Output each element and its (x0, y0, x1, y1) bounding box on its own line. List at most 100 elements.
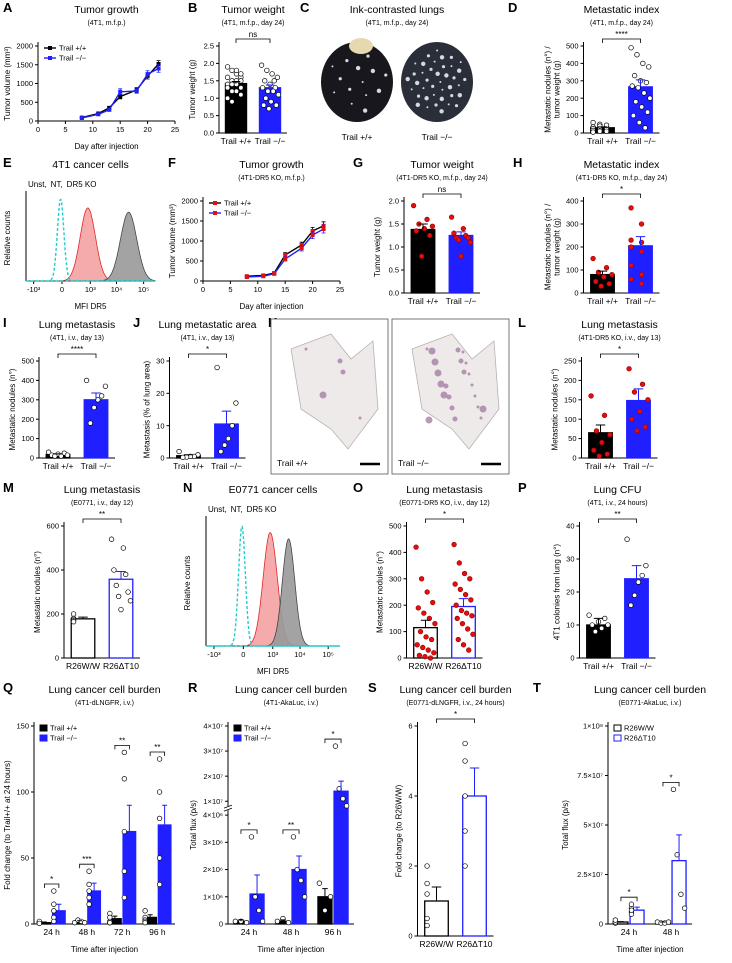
data-point (646, 65, 651, 70)
panel-letter: B (188, 0, 197, 15)
significance-bracket (236, 39, 270, 43)
point (272, 272, 276, 276)
y-axis-title: Metastatic nodules (n°) / (544, 203, 553, 290)
panel-title: Tumor weight (221, 4, 284, 16)
data-point (629, 238, 634, 243)
significance-label: ** (119, 736, 125, 745)
data-point (109, 537, 114, 542)
data-point (226, 436, 231, 441)
data-point (87, 882, 92, 887)
data-point (259, 63, 264, 68)
y-tick-label: 200 (566, 94, 579, 103)
x-tick-label: Trail −/− (621, 661, 652, 671)
y-tick-label: 0 (574, 289, 578, 298)
legend-label: DR5 KO (67, 180, 97, 189)
metastasis (447, 395, 452, 400)
point (107, 108, 111, 112)
y-tick-label: 300 (566, 220, 579, 229)
data-point (65, 453, 70, 458)
x-tick-label: 25 (336, 285, 344, 294)
data-point (425, 217, 430, 222)
y-tick-label: 20 (566, 588, 574, 597)
data-point (633, 99, 638, 104)
nodule (424, 96, 428, 100)
metastasis (429, 348, 436, 355)
y-tick-label: 100 (566, 111, 579, 120)
panel-letter: Q (3, 680, 13, 695)
data-point (604, 265, 609, 270)
data-point (344, 804, 349, 809)
nodule (331, 65, 333, 67)
legend-swatch (40, 725, 47, 731)
data-point (464, 611, 469, 616)
x-tick-label: 10 (89, 125, 97, 134)
y-tick-label: 0 (160, 454, 164, 463)
significance-bracket (115, 745, 129, 749)
data-point (602, 275, 607, 280)
image-label: Trail −/− (422, 132, 453, 142)
data-point (270, 72, 275, 77)
y-axis-title: Metastatic nodules (n°) / (544, 46, 553, 133)
data-point (426, 648, 431, 653)
data-point (629, 45, 634, 50)
y-tick-label: 200 (564, 376, 577, 385)
metastasis (477, 406, 480, 409)
y-axis-title: tumor weight (g) (553, 218, 562, 276)
data-point (341, 796, 346, 801)
y-tick-label: 1.5 (204, 76, 214, 85)
panel-subtitle: (4T1-DR5 KO, m.f.p.) (238, 175, 305, 182)
data-point (461, 643, 466, 648)
y-axis-title: Tumor weight (g) (188, 59, 197, 120)
x-tick-label: 0 (201, 285, 205, 294)
y-tick-label: 30 (566, 555, 574, 564)
nodule (450, 94, 453, 97)
nodule (422, 87, 424, 89)
legend-label: Unst, (208, 505, 227, 514)
nodule (441, 89, 443, 91)
legend-label: Unst, (28, 180, 47, 189)
significance-bracket (325, 739, 341, 743)
nodule (413, 72, 416, 75)
data-point (629, 902, 634, 907)
error-bar (432, 887, 441, 901)
y-tick-label: 2×10⁶ (203, 865, 223, 874)
data-point (230, 82, 235, 87)
legend-label: Trail +/+ (244, 724, 272, 733)
data-point (635, 52, 640, 57)
data-point (641, 61, 646, 66)
x-axis-title: MFI DR5 (75, 302, 108, 311)
x-tick-label: 10⁴ (294, 650, 306, 659)
y-tick-label: 3×10⁶ (203, 838, 223, 847)
data-point (122, 895, 127, 900)
legend-label: Trail +/+ (224, 199, 252, 208)
data-point (679, 892, 684, 897)
x-tick-label: 96 h (325, 927, 342, 937)
y-tick-label: 0.5 (389, 266, 399, 275)
data-point (597, 454, 602, 459)
data-point (639, 249, 644, 254)
y-tick-label: 2×10⁷ (203, 772, 223, 781)
y-axis-title: 4T1 colonies from lung (n°) (553, 544, 562, 640)
data-point (414, 229, 419, 234)
x-tick-label: Trail +/+ (583, 661, 614, 671)
data-point (260, 85, 265, 90)
data-point (594, 429, 599, 434)
significance-bracket (44, 884, 58, 888)
metastasis (305, 348, 308, 351)
x-tick-label: 0 (241, 650, 245, 659)
panel-title: Lung metastatic area (158, 319, 256, 331)
y-tick-label: 1.0 (389, 243, 399, 252)
error-bar (222, 411, 231, 424)
data-point (632, 593, 637, 598)
data-point (637, 120, 642, 125)
significance-bracket (80, 864, 94, 868)
x-axis-title: Time after injection (71, 945, 138, 954)
data-point (456, 637, 461, 642)
panel-letter: P (518, 480, 527, 495)
y-tick-label: 200 (389, 601, 402, 610)
